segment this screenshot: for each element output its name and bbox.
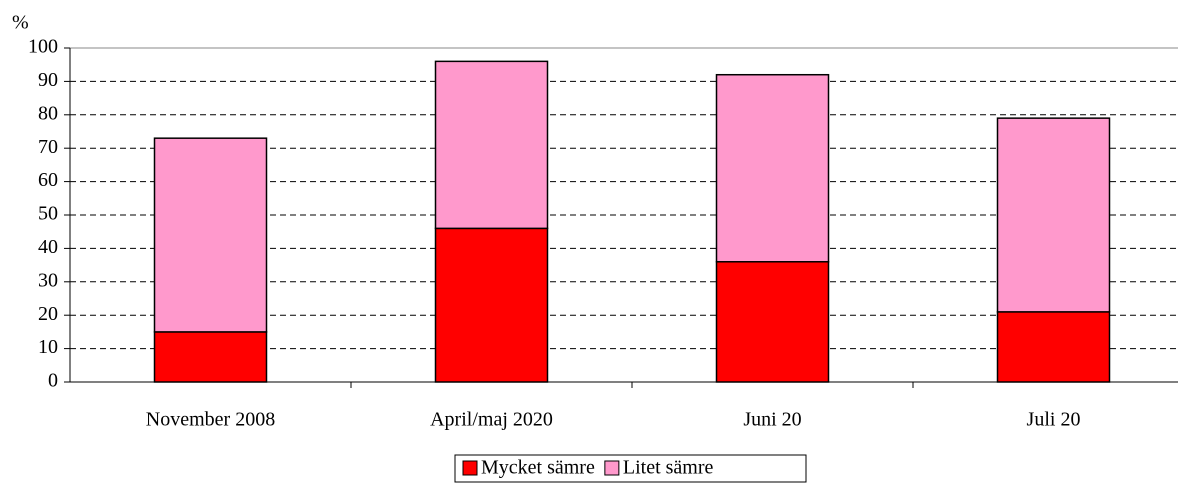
- y-tick-label: 40: [38, 236, 58, 258]
- y-axis-label: %: [12, 12, 29, 34]
- legend-label: Mycket sämre: [481, 457, 595, 479]
- bar-segment: [996, 311, 1111, 383]
- x-tick-label: Juni 20: [743, 409, 801, 431]
- bar-segment: [996, 117, 1111, 313]
- y-tick-label: 90: [38, 69, 58, 91]
- y-tick-label: 50: [38, 203, 58, 225]
- y-tick-label: 100: [28, 36, 58, 58]
- x-tick-label: April/maj 2020: [430, 409, 553, 431]
- bar-segment: [715, 261, 830, 383]
- legend-label: Litet sämre: [623, 457, 714, 479]
- bar-segment: [153, 331, 268, 383]
- x-tick-label: Juli 20: [1027, 409, 1081, 431]
- legend-swatch: [604, 460, 620, 476]
- legend-box: [454, 454, 807, 483]
- bar-segment: [715, 73, 830, 263]
- bar-segment: [434, 227, 549, 383]
- legend-swatch: [462, 460, 478, 476]
- y-tick-label: 80: [38, 102, 58, 124]
- legend: Mycket sämre Litet sämre: [454, 454, 807, 483]
- bar-segment: [153, 137, 268, 333]
- x-tick-label: November 2008: [146, 409, 275, 431]
- y-tick-label: 60: [38, 169, 58, 191]
- y-tick-label: 20: [38, 303, 58, 325]
- y-tick-label: 10: [38, 336, 58, 358]
- bar-segment: [434, 60, 549, 230]
- y-tick-label: 30: [38, 269, 58, 291]
- y-tick-label: 0: [48, 370, 58, 392]
- y-tick-label: 70: [38, 136, 58, 158]
